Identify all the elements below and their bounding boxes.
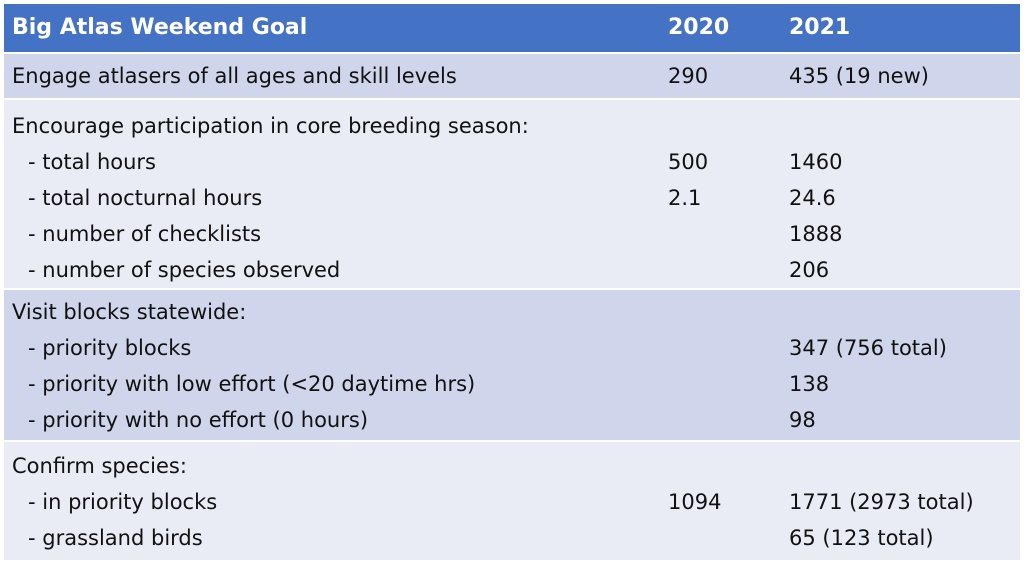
row-label: Engage atlasers of all ages and skill le… bbox=[12, 64, 457, 88]
row-value-2021: 347 (756 total) bbox=[789, 336, 947, 360]
row-value-2020: 1094 bbox=[668, 490, 722, 514]
row-label: Visit blocks statewide: bbox=[12, 300, 247, 324]
row-label: - priority blocks bbox=[28, 336, 192, 360]
table-row: - priority with no effort (0 hours) 98 bbox=[4, 402, 1020, 438]
row-value-2021: 98 bbox=[789, 408, 816, 432]
row-value-2020: 2.1 bbox=[668, 186, 702, 210]
header-year-2021: 2021 bbox=[789, 15, 851, 40]
row-label: - priority with no effort (0 hours) bbox=[28, 408, 369, 432]
row-label: - grassland birds bbox=[28, 526, 203, 550]
row-value-2021: 138 bbox=[789, 372, 830, 396]
group-confirm-species: Confirm species: - in priority blocks 10… bbox=[4, 442, 1020, 560]
table-row: - in priority blocks 1094 1771 (2973 tot… bbox=[4, 484, 1020, 520]
table-row: - number of checklists 1888 bbox=[4, 216, 1020, 252]
row-label: - in priority blocks bbox=[28, 490, 218, 514]
row-label: - number of checklists bbox=[28, 222, 262, 246]
header-goal: Big Atlas Weekend Goal bbox=[12, 15, 308, 40]
table-row: - number of species observed 206 bbox=[4, 252, 1020, 288]
goals-table: Big Atlas Weekend Goal 2020 2021 Engage … bbox=[4, 4, 1020, 560]
row-value-2021: 24.6 bbox=[789, 186, 836, 210]
row-value-2021: 435 (19 new) bbox=[789, 64, 929, 88]
group-engage: Engage atlasers of all ages and skill le… bbox=[4, 54, 1020, 100]
row-label: Confirm species: bbox=[12, 454, 187, 478]
table-row: - total nocturnal hours 2.1 24.6 bbox=[4, 180, 1020, 216]
row-label: - total hours bbox=[28, 150, 156, 174]
row-value-2021: 1771 (2973 total) bbox=[789, 490, 974, 514]
row-value-2021: 1460 bbox=[789, 150, 843, 174]
table-row: Encourage participation in core breeding… bbox=[4, 108, 1020, 144]
table-row: Visit blocks statewide: bbox=[4, 294, 1020, 330]
table-header-row: Big Atlas Weekend Goal 2020 2021 bbox=[4, 4, 1020, 54]
row-value-2020: 500 bbox=[668, 150, 709, 174]
table-row: - total hours 500 1460 bbox=[4, 144, 1020, 180]
row-value-2021: 1888 bbox=[789, 222, 843, 246]
table-row: Confirm species: bbox=[4, 448, 1020, 484]
row-label: Encourage participation in core breeding… bbox=[12, 114, 529, 138]
row-label: - number of species observed bbox=[28, 258, 341, 282]
group-encourage: Encourage participation in core breeding… bbox=[4, 100, 1020, 290]
table-row: - priority with low effort (<20 daytime … bbox=[4, 366, 1020, 402]
header-year-2020: 2020 bbox=[668, 15, 730, 40]
row-value-2021: 206 bbox=[789, 258, 830, 282]
group-visit-blocks: Visit blocks statewide: - priority block… bbox=[4, 290, 1020, 442]
row-label: - total nocturnal hours bbox=[28, 186, 263, 210]
row-value-2021: 65 (123 total) bbox=[789, 526, 934, 550]
row-value-2020: 290 bbox=[668, 64, 709, 88]
table-row: - priority blocks 347 (756 total) bbox=[4, 330, 1020, 366]
row-label: - priority with low effort (<20 daytime … bbox=[28, 372, 476, 396]
table-row: - grassland birds 65 (123 total) bbox=[4, 520, 1020, 556]
table-row: Engage atlasers of all ages and skill le… bbox=[4, 58, 1020, 94]
